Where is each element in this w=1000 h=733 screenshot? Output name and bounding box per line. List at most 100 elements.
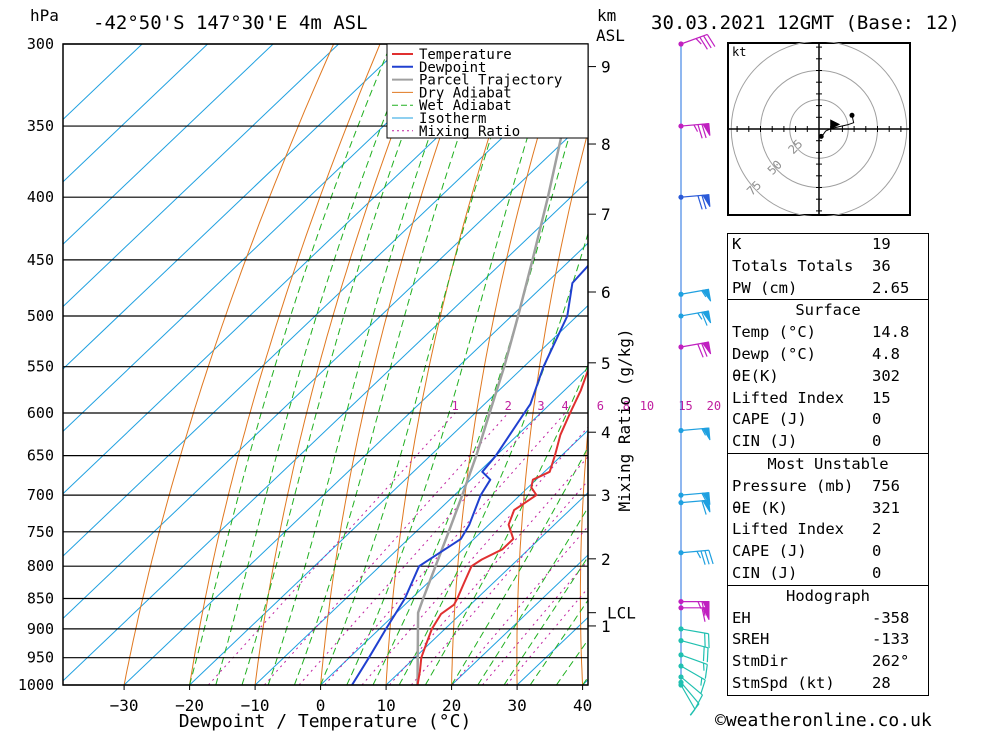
- wind-barb-feather: [697, 195, 703, 210]
- wind-barb-feather: [697, 124, 703, 139]
- wind-barb-feather: [706, 647, 709, 663]
- storm-motion-marker: [830, 119, 841, 130]
- wind-barb-feather: [701, 343, 708, 357]
- plot-frame: [62, 43, 589, 686]
- stat-label: Temp (°C): [732, 323, 816, 342]
- mixing-ratio-line: [324, 412, 566, 685]
- hodograph-unit: kt: [732, 45, 746, 59]
- legend-item: Parcel Trajectory: [419, 73, 562, 89]
- stat-value: 2.65: [872, 278, 910, 297]
- pressure-tick-label: 650: [27, 447, 54, 465]
- stat-value: 15: [872, 388, 891, 407]
- height-tick-label: 9: [601, 58, 611, 77]
- wind-barb-pennant: [702, 194, 711, 207]
- hodograph-start-dot: [818, 133, 824, 139]
- hodograph-title: Hodograph: [786, 586, 870, 605]
- legend-item: Temperature: [419, 47, 512, 63]
- height-tick-label: 2: [601, 550, 611, 569]
- mixing-ratio-label: 15: [678, 399, 692, 413]
- stat-value: -358: [872, 608, 910, 627]
- wet-adiabat-line: [529, 599, 588, 685]
- x-tick-label: 20: [442, 696, 461, 715]
- mixing-ratio-line: [298, 412, 542, 685]
- isotherm-line: [63, 117, 588, 620]
- wind-barb-pennant: [702, 123, 711, 136]
- wind-barb-pennant: [701, 310, 712, 324]
- stat-value: 14.8: [872, 323, 910, 342]
- wet-adiabat-line: [241, 44, 438, 685]
- pressure-tick-label: 700: [27, 486, 54, 504]
- stats-surface: Surface Temp (°C) 14.8 Dewp (°C) 4.8 θE(K) 30…: [728, 299, 928, 453]
- dry-adiabat-line: [189, 44, 381, 685]
- stat-value: 321: [872, 498, 900, 517]
- stat-row: CAPE (J) 0: [728, 541, 928, 563]
- stat-row: SREH -133: [728, 629, 928, 651]
- mixing-ratio-line: [389, 456, 588, 685]
- dry-adiabat-line: [254, 44, 428, 685]
- stat-row: EH -358: [728, 608, 928, 630]
- mixing-ratio-label: 4: [562, 399, 569, 413]
- wind-barb-feather: [695, 38, 702, 45]
- wind-barb-shaft: [680, 33, 708, 45]
- stat-row: CAPE (J) 0: [728, 409, 928, 431]
- mixing-ratio-label: 3: [537, 399, 544, 413]
- stat-row: Dewp (°C) 4.8: [728, 344, 928, 366]
- height-tick-label: 4: [601, 423, 611, 442]
- height-tick-label: 1: [601, 617, 611, 636]
- stat-value: 4.8: [872, 344, 900, 363]
- stat-value: 0: [872, 432, 882, 451]
- height-tick-label: 5: [601, 354, 611, 373]
- stat-row: CIN (J) 0: [728, 563, 928, 585]
- stat-row: StmSpd (kt) 28: [728, 673, 928, 695]
- wind-barb: [678, 492, 711, 505]
- wind-barb-shaft: [680, 676, 703, 696]
- temperature-line: [416, 367, 588, 685]
- wind-barb-feather: [701, 290, 707, 298]
- isotherm-line: [451, 554, 588, 685]
- stat-value: -133: [872, 630, 910, 649]
- credit-link[interactable]: ©weatheronline.co.uk: [715, 710, 932, 731]
- wind-barb: [678, 674, 703, 708]
- stat-label: θE(K): [732, 366, 779, 385]
- wind-barb-pennant: [702, 427, 711, 441]
- legend-item: Dry Adiabat: [419, 85, 512, 101]
- stat-value: 2: [872, 520, 882, 539]
- wind-barb: [678, 626, 710, 649]
- wet-adiabat-line: [293, 44, 492, 685]
- dry-adiabat-line: [385, 44, 520, 685]
- wind-barb-feather: [689, 708, 696, 716]
- pressure-tick-label: 600: [27, 404, 54, 422]
- x-tick-label: −10: [241, 696, 270, 715]
- wind-barb-feather: [700, 679, 706, 694]
- wind-barb-shaft: [680, 684, 696, 710]
- pressure-tick-label: 400: [27, 188, 54, 206]
- surface-title: Surface: [795, 301, 861, 320]
- height-tick-label: 3: [601, 486, 611, 505]
- lcl-label: LCL: [607, 604, 636, 623]
- isotherm-line: [63, 44, 340, 308]
- header-pressure-unit: hPa: [30, 6, 59, 25]
- isotherm-line: [385, 492, 588, 685]
- pressure-tick-label: 500: [27, 307, 54, 325]
- legend-item: Isotherm: [419, 111, 486, 127]
- wind-barb-feather: [701, 492, 707, 501]
- mixing-ratio-label: 1: [452, 399, 459, 413]
- mixing-ratio-line: [452, 525, 588, 685]
- x-tick-label: −30: [110, 696, 139, 715]
- stat-label: K: [732, 235, 742, 253]
- wind-barb-shaft: [680, 640, 709, 649]
- stat-label: Lifted Index: [732, 520, 844, 539]
- wind-barb: [678, 288, 712, 302]
- height-tick-label: 8: [601, 135, 611, 154]
- height-tick-label: 7: [601, 205, 611, 224]
- dry-adiabat-line: [923, 26, 975, 685]
- dry-adiabat-line: [123, 44, 335, 685]
- stat-row: Pressure (mb) 756: [728, 476, 928, 498]
- mixing-ratio-label: 10: [640, 399, 654, 413]
- wind-barb-feather: [701, 124, 707, 139]
- wind-barb-feather: [700, 550, 706, 565]
- pressure-tick-label: 800: [27, 557, 54, 575]
- pressure-tick-label: 1000: [18, 676, 54, 694]
- wet-adiabat-line: [503, 555, 588, 685]
